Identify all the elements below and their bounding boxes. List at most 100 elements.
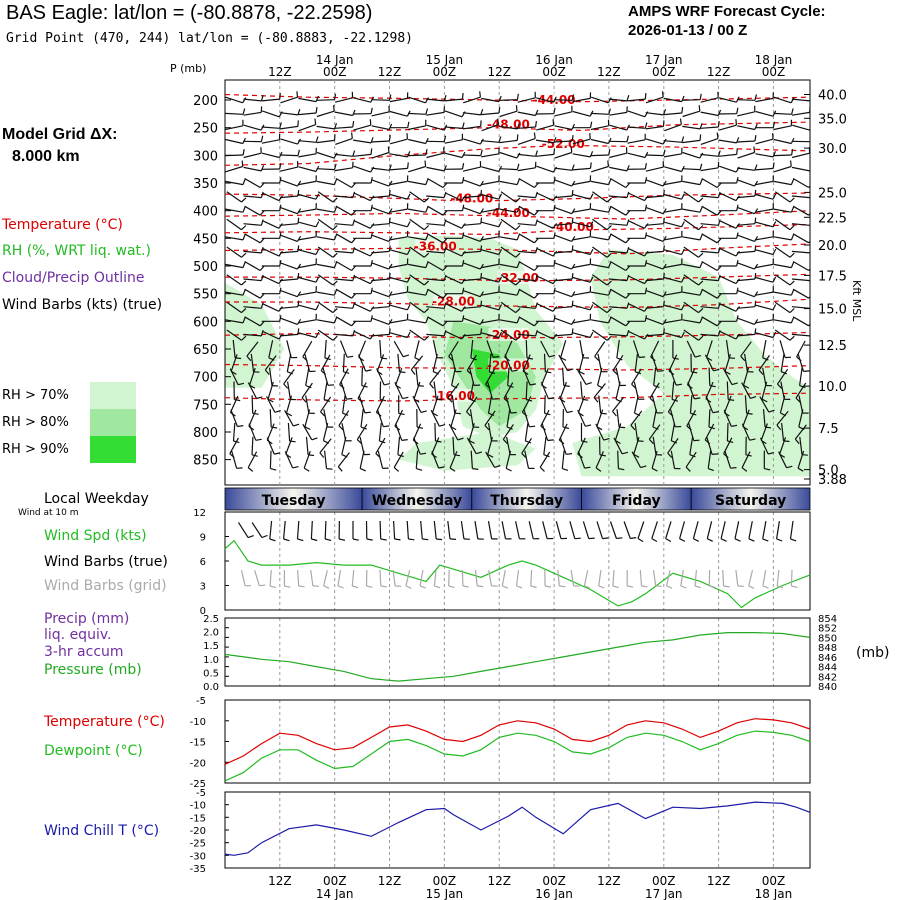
wind-barb-feather	[488, 412, 495, 416]
wind-barb	[700, 306, 719, 309]
wind-barb-feather	[598, 585, 605, 589]
wind-barb-feather	[260, 95, 264, 102]
wind-barb-feather	[351, 132, 353, 139]
wind-barb	[632, 340, 640, 358]
wind-barb	[463, 138, 481, 145]
wind-barb	[536, 97, 554, 103]
wind-barb-feather	[388, 245, 391, 252]
wind-barb	[486, 340, 494, 358]
wind-barb	[663, 263, 682, 269]
wind-barb	[612, 569, 615, 587]
pressure-panel-tick-label: 850	[818, 633, 837, 644]
wind-barb	[518, 233, 535, 244]
wind-barb-feather	[717, 109, 722, 116]
wind-barb-feather	[712, 453, 719, 455]
wind-barb	[323, 409, 328, 428]
wind-barb-feather	[274, 452, 281, 455]
kft-tick-label: 17.5	[818, 269, 847, 284]
wind-barb-feather	[790, 234, 795, 241]
bottom-hour-label: 00Z	[542, 874, 566, 888]
wind-barb	[279, 250, 299, 254]
wind-barb-feather	[571, 190, 574, 197]
wind-barb-feather	[498, 331, 503, 338]
wind-barb	[389, 276, 408, 283]
wind-barb-feather	[772, 121, 776, 128]
wind-barb-feather	[498, 107, 501, 114]
wind-barb-feather	[387, 146, 390, 153]
wind-barb	[226, 246, 242, 258]
wind-barb-feather	[406, 331, 411, 338]
wind-barb	[279, 333, 299, 337]
wind-barb-feather	[369, 333, 375, 340]
wind-barb	[559, 381, 567, 400]
wind-barb-feather	[402, 396, 409, 400]
wind-barb	[594, 341, 606, 357]
wind-barb	[250, 353, 255, 372]
wind-barb	[408, 138, 426, 145]
wind-barb	[773, 112, 792, 115]
wind-barb	[426, 306, 445, 309]
wind-barb-feather	[461, 315, 465, 322]
wind-barb-feather	[789, 252, 795, 258]
wind-barb	[592, 218, 608, 231]
wind-barb	[524, 450, 530, 469]
wind-barb	[762, 409, 766, 428]
wind-barb	[652, 409, 657, 428]
wind-barb-feather	[606, 308, 612, 314]
wind-barb	[298, 180, 317, 186]
wind-barb	[792, 233, 809, 244]
wind-barb	[755, 208, 774, 213]
windchill-panel-frame	[224, 791, 811, 869]
wind-barb	[609, 288, 627, 299]
wind-barb-feather	[351, 265, 357, 271]
wind-barb	[431, 451, 440, 469]
wind-barb	[430, 409, 440, 427]
wind-barb-feather	[571, 291, 576, 298]
wind-barb-feather	[735, 306, 740, 312]
wind-barb	[305, 367, 310, 386]
wind-barb-feather	[736, 315, 739, 322]
wind-barb-feather	[292, 466, 299, 469]
wind-barb	[536, 220, 554, 229]
wind-barb	[426, 195, 445, 199]
wind-barb	[645, 234, 664, 242]
wind-barb	[554, 140, 573, 143]
wind-barb-feather	[247, 535, 254, 539]
wind-barb-feather	[461, 195, 466, 201]
wind-barb	[462, 166, 481, 172]
wind-barb	[412, 423, 422, 441]
wind-barb	[718, 139, 737, 144]
wind-barb-feather	[333, 261, 338, 268]
wind-barb	[371, 278, 390, 282]
rh-legend-label-80: RH > 80%	[2, 415, 69, 430]
wind-barb	[302, 423, 313, 441]
wind-barb	[517, 167, 536, 172]
wind-barb-feather	[735, 278, 740, 284]
wind-barb	[799, 436, 803, 455]
wind-barb-feather	[772, 276, 777, 283]
top-hour-label: 12Z	[707, 65, 731, 79]
wind-barb-feather	[608, 148, 611, 156]
wind-barb	[426, 152, 445, 159]
wind-barb	[645, 125, 664, 130]
wind-barb-feather	[603, 438, 610, 441]
wind-barb-feather	[748, 538, 755, 542]
wind-barb	[652, 570, 657, 586]
wind-barb	[371, 306, 390, 309]
wind-barb-feather	[477, 585, 484, 588]
forecast-cycle-label: AMPS WRF Forecast Cycle:	[628, 3, 826, 20]
wind-barb	[409, 218, 425, 231]
wind-barb-feather	[589, 248, 594, 255]
wind-barb	[612, 396, 625, 412]
wind-barb	[371, 125, 390, 131]
wind-barb-feather	[644, 278, 649, 284]
wind-barb	[407, 263, 426, 269]
wind-barb	[760, 423, 768, 441]
wind-barb-feather	[315, 136, 319, 143]
wind-barb	[324, 450, 328, 469]
wind-barb-feather	[352, 109, 356, 116]
wind-barb	[487, 422, 493, 441]
wind-barb-feather	[699, 261, 703, 268]
wind-barb	[687, 381, 695, 400]
wind-barb-feather	[662, 318, 667, 325]
